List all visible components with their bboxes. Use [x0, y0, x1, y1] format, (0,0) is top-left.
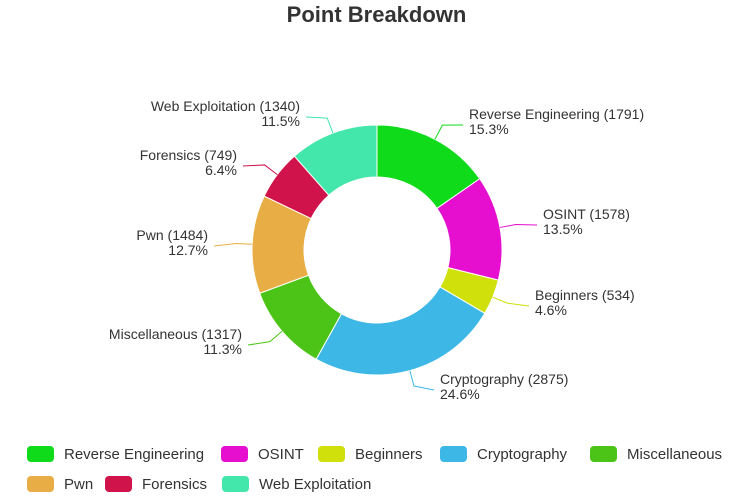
donut-chart: Reverse Engineering (1791)15.3% OSINT (15… — [109, 98, 644, 402]
data-label-pwn: Pwn (1484) — [136, 227, 208, 243]
percent-label-web-exploitation: 11.5% — [261, 113, 300, 129]
percent-label-osint: 13.5% — [543, 221, 583, 237]
leader-line-cryptography — [409, 370, 435, 391]
leader-line-web-exploitation — [305, 116, 334, 134]
percent-label-pwn: 12.7% — [168, 242, 208, 258]
legend-swatch — [27, 476, 54, 492]
leader-line-pwn — [213, 242, 253, 247]
data-label-web-exploitation: Web Exploitation (1340) — [151, 98, 300, 114]
data-label-forensics: Forensics (749) — [140, 147, 237, 163]
legend-swatch — [221, 446, 248, 462]
legend-item-web-exploitation[interactable]: Web Exploitation — [222, 474, 371, 494]
legend-swatch — [590, 446, 617, 462]
legend-label: Miscellaneous — [627, 445, 723, 463]
leader-line-reverse-engineering — [434, 124, 464, 140]
legend-label: OSINT — [258, 445, 304, 463]
legend-label: Beginners — [355, 445, 423, 463]
legend-item-forensics[interactable]: Forensics — [105, 474, 207, 494]
legend-swatch — [318, 446, 345, 462]
percent-label-cryptography: 24.6% — [440, 386, 480, 402]
legend-item-cryptography[interactable]: Cryptography — [440, 444, 567, 464]
leader-line-beginners — [492, 296, 530, 307]
data-label-miscellaneous: Miscellaneous (1317) — [109, 326, 242, 342]
legend-swatch — [440, 446, 467, 462]
legend-swatch — [105, 476, 132, 492]
legend-swatch — [27, 446, 54, 462]
leader-line-miscellaneous — [247, 330, 283, 346]
leader-line-osint — [499, 224, 538, 228]
legend-label: Reverse Engineering — [64, 445, 205, 463]
legend-swatch — [222, 476, 249, 492]
slice-cryptography[interactable] — [315, 286, 486, 376]
legend-item-reverse-engineering[interactable]: Reverse Engineering — [27, 444, 204, 464]
legend-label: Forensics — [142, 475, 208, 493]
percent-label-forensics: 6.4% — [205, 162, 237, 178]
chart-title: Point Breakdown — [286, 2, 467, 27]
data-label-cryptography: Cryptography (2875) — [440, 371, 568, 387]
legend-label: Pwn — [64, 475, 94, 493]
legend-item-pwn[interactable]: Pwn — [27, 474, 93, 494]
legend-item-osint[interactable]: OSINT — [221, 444, 304, 464]
data-label-reverse-engineering: Reverse Engineering (1791) — [469, 106, 644, 122]
legend-label: Cryptography — [477, 445, 568, 463]
data-label-beginners: Beginners (534) — [535, 287, 635, 303]
percent-label-beginners: 4.6% — [535, 302, 567, 318]
slice-web-exploitation[interactable] — [293, 124, 378, 196]
legend-label: Web Exploitation — [259, 475, 372, 493]
percent-label-miscellaneous: 11.3% — [203, 341, 242, 357]
percent-label-reverse-engineering: 15.3% — [469, 121, 509, 137]
legend-item-beginners[interactable]: Beginners — [318, 444, 423, 464]
data-label-osint: OSINT (1578) — [543, 206, 630, 222]
leader-line-forensics — [242, 164, 278, 175]
legend-item-miscellaneous[interactable]: Miscellaneous — [590, 444, 722, 464]
